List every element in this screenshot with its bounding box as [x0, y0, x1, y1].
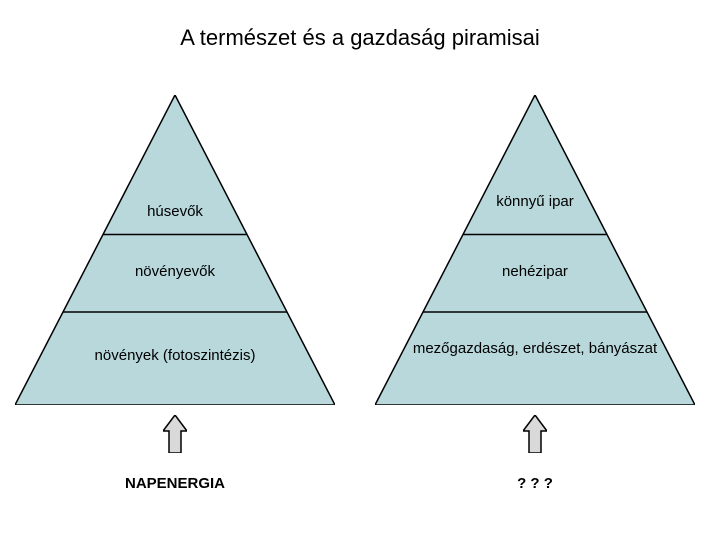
up-arrow-left — [163, 415, 187, 453]
nature-middle-label: növényevők — [15, 263, 335, 281]
economy-middle-label: nehézipar — [375, 263, 695, 281]
up-arrow-right — [523, 415, 547, 453]
economy-bottom-label: mezőgazdaság, erdészet, bányászat — [375, 340, 695, 358]
economy-caption: ? ? ? — [375, 475, 695, 492]
nature-caption: NAPENERGIA — [15, 475, 335, 492]
triangle-shape — [375, 95, 695, 405]
economy-pyramid: könnyű ipar nehézipar mezőgazdaság, erdé… — [375, 95, 695, 405]
page-title: A természet és a gazdaság piramisai — [0, 25, 720, 51]
economy-top-label: könnyű ipar — [375, 193, 695, 211]
nature-top-label: húsevők — [15, 203, 335, 221]
nature-bottom-label: növények (fotoszintézis) — [15, 347, 335, 365]
nature-pyramid: húsevők növényevők növények (fotoszintéz… — [15, 95, 335, 405]
economy-pyramid-svg — [375, 95, 695, 405]
